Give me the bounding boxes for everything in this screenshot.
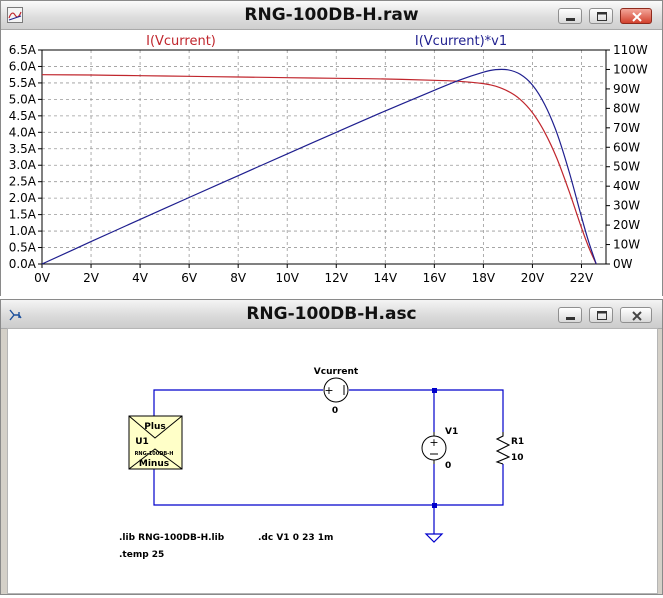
junction-top [432, 388, 437, 393]
left-tick-label: 2.0A [9, 191, 37, 205]
left-tick-label: 4.5A [9, 109, 37, 123]
plot-grid [42, 50, 606, 264]
r1-name[interactable]: R1 [511, 437, 524, 447]
schematic-titlebar[interactable]: RNG-100DB-H.asc [1, 300, 662, 329]
plot-pane[interactable]: I(Vcurrent) I(Vcurrent)*v1 0.0A 0.5A 1.0A 1… [1, 30, 662, 296]
wire-bottom [153, 464, 504, 506]
x-tick-label: 12V [325, 271, 349, 285]
schematic-app-icon [9, 309, 22, 321]
right-tick-label: 70W [613, 121, 640, 135]
u1-name[interactable]: U1 [135, 437, 149, 447]
x-tick-label: 18V [472, 271, 496, 285]
left-tick-label: 1.0A [9, 224, 37, 238]
x-tick-label: 16V [423, 271, 447, 285]
minimize-button[interactable] [558, 8, 582, 24]
x-tick-label: 22V [570, 271, 594, 285]
x-tick-label: 4V [132, 271, 149, 285]
right-tick-label: 30W [613, 199, 640, 213]
v1-source[interactable]: + [421, 432, 447, 464]
power-trace [41, 68, 597, 265]
vcurrent-plus-icon: + [324, 384, 333, 397]
maximize-icon [597, 311, 607, 320]
left-tick-label: 2.5A [9, 175, 37, 189]
x-axis-ticks: 0V 2V 4V 6V 8V 10V 12V 14V 16V 18V 20V 22V [34, 264, 594, 285]
x-tick-label: 0V [34, 271, 51, 285]
right-tick-label: 10W [613, 238, 640, 252]
wire-top-right [349, 389, 504, 432]
left-tick-label: 5.0A [9, 92, 37, 106]
right-tick-label: 100W [613, 62, 648, 76]
lib-directive[interactable]: .lib RNG-100DB-H.lib [119, 533, 225, 543]
close-icon [632, 311, 642, 321]
u1-plus-label: Plus [144, 422, 165, 432]
junction-dots [432, 388, 437, 508]
plot-frame [41, 49, 607, 265]
schematic-minimize-button[interactable] [558, 307, 582, 323]
left-tick-label: 5.5A [9, 76, 37, 90]
r1-resistor[interactable] [495, 432, 511, 465]
right-tick-label: 50W [613, 160, 640, 174]
left-tick-label: 1.5A [9, 208, 37, 222]
x-tick-label: 2V [83, 271, 100, 285]
left-tick-label: 6.5A [9, 43, 37, 57]
schematic-canvas[interactable]: + Vcurrent 0 + V1 0 R1 10 [7, 328, 658, 594]
schematic-window: RNG-100DB-H.asc [0, 299, 663, 595]
left-axis-ticks: 0.0A 0.5A 1.0A 1.5A 2.0A 2.5A 3.0A 3.5A 4.0A 4.5A… [9, 43, 42, 271]
v1-value[interactable]: 0 [445, 461, 451, 471]
r1-value[interactable]: 10 [511, 453, 524, 463]
temp-directive[interactable]: .temp 25 [119, 550, 164, 560]
vcurrent-value[interactable]: 0 [332, 406, 338, 416]
left-tick-label: 0.0A [9, 257, 37, 271]
minimize-icon [566, 317, 575, 320]
maximize-icon [597, 12, 607, 21]
u1-part-number: RNG-100DB-H [135, 451, 174, 457]
left-tick-label: 3.0A [9, 158, 37, 172]
vcurrent-name[interactable]: Vcurrent [314, 367, 359, 377]
right-tick-label: 80W [613, 101, 640, 115]
legend-power-label[interactable]: I(Vcurrent)*v1 [415, 34, 507, 49]
close-icon [632, 12, 642, 22]
waveform-title: RNG-100DB-H.raw [244, 5, 419, 25]
u1-solar-module[interactable] [128, 415, 183, 470]
x-tick-label: 6V [181, 271, 198, 285]
legend-current-label[interactable]: I(Vcurrent) [146, 34, 216, 49]
minimize-icon [566, 18, 575, 21]
ground-symbol[interactable] [424, 533, 444, 543]
v1-plus-icon: + [429, 436, 438, 449]
right-tick-label: 110W [613, 43, 648, 57]
x-tick-label: 14V [374, 271, 398, 285]
x-tick-label: 8V [230, 271, 247, 285]
right-tick-label: 40W [613, 179, 640, 193]
maximize-button[interactable] [589, 8, 613, 24]
waveform-app-icon [7, 7, 23, 23]
wire-top-left [153, 389, 323, 416]
vcurrent-source[interactable]: + [323, 377, 349, 403]
right-axis-ticks: 0W 10W 20W 30W 40W 50W 60W 70W 80W 90W 100W 110W [606, 43, 648, 271]
v1-name[interactable]: V1 [445, 427, 458, 437]
schematic-close-button[interactable] [620, 307, 652, 323]
iv-curve-chart[interactable]: I(Vcurrent) I(Vcurrent)*v1 0.0A 0.5A 1.0A 1… [1, 30, 662, 296]
u1-minus-label: Minus [139, 459, 169, 469]
right-tick-label: 90W [613, 82, 640, 96]
x-tick-label: 20V [521, 271, 545, 285]
schematic-drawing[interactable]: + Vcurrent 0 + V1 0 R1 10 [8, 329, 657, 593]
left-tick-label: 6.0A [9, 59, 37, 73]
left-tick-label: 3.5A [9, 142, 37, 156]
wires [153, 389, 504, 534]
junction-bottom [432, 503, 437, 508]
schematic-title: RNG-100DB-H.asc [246, 304, 417, 324]
schematic-maximize-button[interactable] [589, 307, 613, 323]
left-tick-label: 4.0A [9, 125, 37, 139]
current-trace [41, 74, 597, 265]
dc-directive[interactable]: .dc V1 0 23 1m [258, 533, 333, 543]
right-tick-label: 20W [613, 218, 640, 232]
x-tick-label: 10V [275, 271, 299, 285]
right-tick-label: 60W [613, 140, 640, 154]
left-tick-label: 0.5A [9, 241, 37, 255]
right-tick-label: 0W [613, 257, 633, 271]
waveform-titlebar[interactable]: RNG-100DB-H.raw [1, 1, 662, 30]
waveform-window: RNG-100DB-H.raw I(Vcurrent) I(Vcurrent)*… [0, 0, 663, 296]
close-button[interactable] [620, 8, 652, 24]
